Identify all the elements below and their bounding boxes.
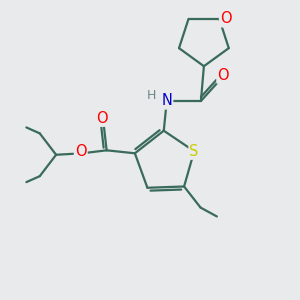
- Text: O: O: [96, 111, 108, 126]
- Text: O: O: [220, 11, 232, 26]
- Text: O: O: [218, 68, 229, 82]
- Text: S: S: [190, 144, 199, 159]
- Text: O: O: [75, 144, 87, 159]
- Text: H: H: [147, 89, 157, 102]
- Text: N: N: [161, 94, 172, 109]
